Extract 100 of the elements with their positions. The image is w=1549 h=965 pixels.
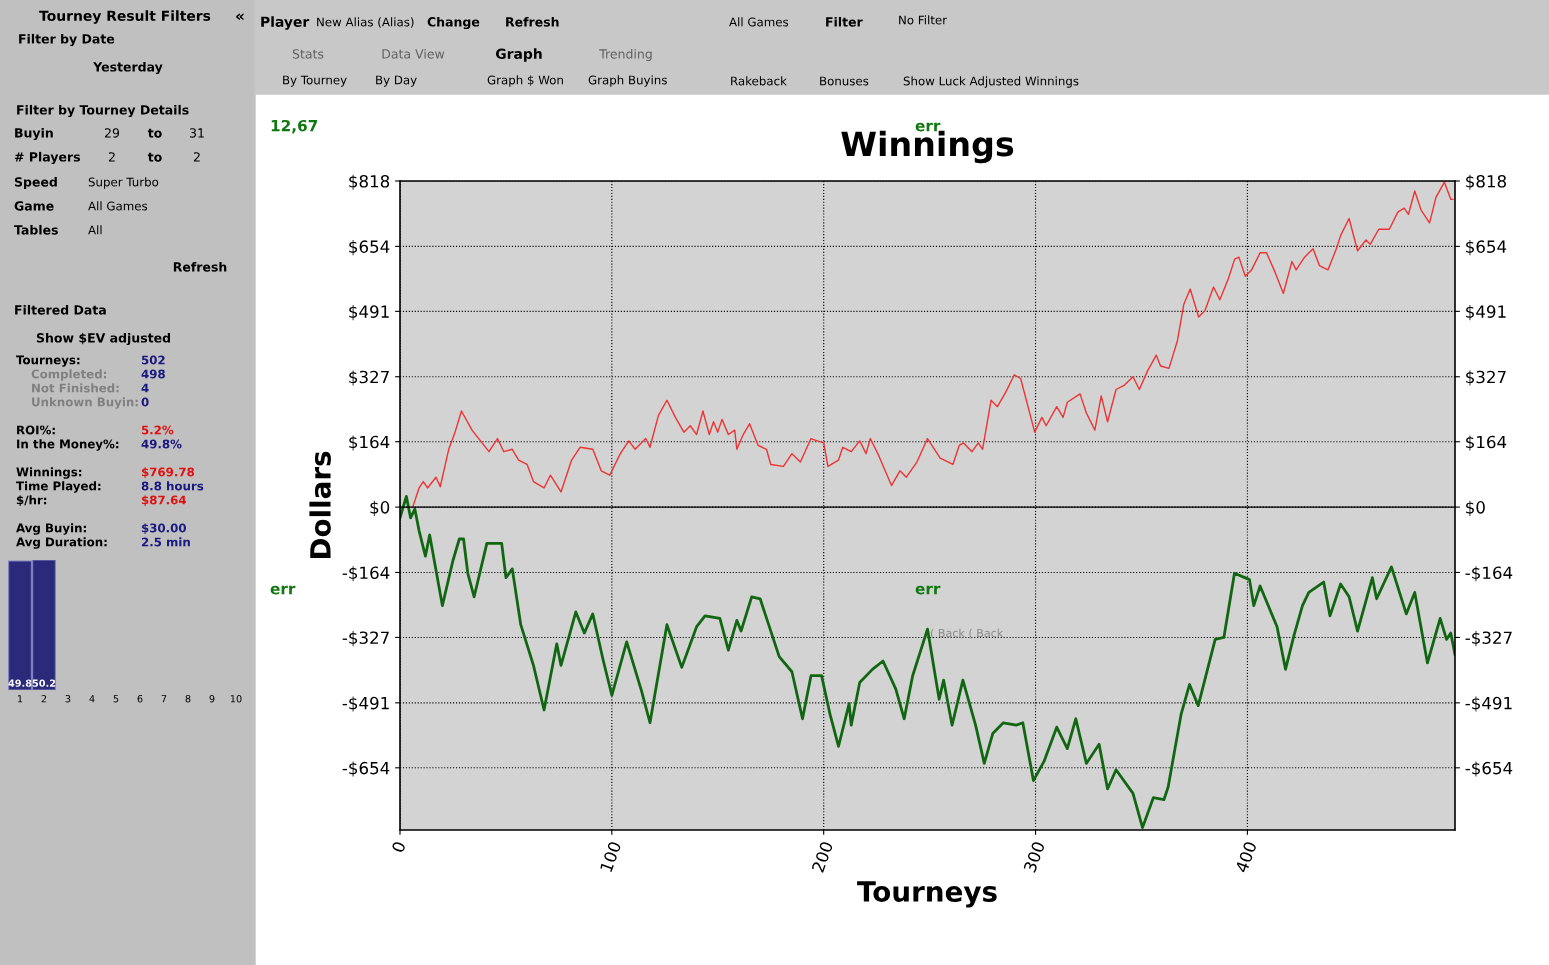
line-series (412, 181, 1454, 508)
chart-title: Winnings (841, 130, 1014, 164)
text: Graph (495, 48, 542, 62)
text: Tourney Result Filters (39, 10, 211, 24)
text: Graph Buyins (588, 75, 667, 87)
text: New Alias (Alias) (317, 17, 414, 28)
text: No Filter (899, 15, 948, 25)
text: Winnings: (16, 467, 82, 479)
text: err (915, 122, 941, 132)
y2-tick-label: $654 (1466, 240, 1507, 256)
text: Data View (382, 48, 445, 59)
y2-tick-label: -$164 (1465, 566, 1513, 582)
text: 31 (190, 128, 204, 138)
text: Filter by Tourney Details (17, 104, 189, 118)
x-axis-title: Tourneys (857, 881, 997, 908)
text: 498 (141, 369, 165, 379)
x-tick-label: 200 (811, 840, 834, 873)
text: Trending (599, 48, 652, 62)
text: Speed (14, 176, 57, 190)
text: Player (261, 16, 310, 30)
x-tick-label: 10 (230, 695, 242, 703)
x-tick-label: 6 (137, 695, 143, 703)
y-tick-label: -$654 (342, 761, 390, 777)
y2-tick-label: -$327 (1465, 631, 1512, 647)
text: 4 (141, 383, 149, 393)
text: 8.8 hours (141, 481, 204, 491)
text: 29 (104, 128, 120, 138)
text: Tables (14, 224, 58, 235)
text: $30.00 (141, 523, 186, 534)
text: Avg Duration: (16, 537, 107, 549)
text: 12,67 (271, 119, 318, 134)
y2-tick-label: $164 (1466, 435, 1507, 451)
x-tick-label: 300 (1023, 840, 1046, 873)
text: $769.78 (141, 467, 195, 478)
text: to (147, 152, 162, 162)
y-tick-label: $654 (349, 240, 390, 256)
x-tick-label: 1 (17, 695, 23, 703)
y2-tick-label: $491 (1466, 305, 1506, 321)
y-tick-label: $0 (370, 500, 390, 516)
x-tick-label: 8 (185, 695, 191, 703)
text: 0 (141, 397, 149, 407)
text: Graph $ Won (487, 75, 563, 87)
y2-tick-label: -$491 (1465, 696, 1512, 712)
x-tick-label: 9 (209, 695, 215, 703)
text: Not Finished: (32, 383, 119, 393)
y-tick-label: $818 (349, 174, 390, 190)
text: # Players (14, 151, 80, 165)
y-tick-label: $164 (349, 435, 390, 451)
text: Rakeback (731, 76, 787, 86)
y2-tick-label: $0 (1466, 500, 1485, 516)
y2-tick-label: $818 (1466, 174, 1506, 190)
text: Completed: (31, 369, 107, 381)
text: All (88, 225, 102, 235)
y-tick-label: -$164 (342, 566, 390, 582)
text: $/hr: (16, 495, 47, 506)
text: 5.2% (141, 425, 174, 435)
text: Refresh (506, 16, 559, 27)
text: Buyin (15, 127, 53, 141)
text: err (270, 585, 296, 595)
text: Show Luck Adjusted Winnings (903, 76, 1079, 88)
text: Filter by Date (19, 33, 115, 47)
data-label: 49.8 (8, 679, 32, 687)
text: 2.5 min (141, 537, 190, 547)
text: Filtered Data (15, 304, 106, 315)
text: Refresh (173, 261, 227, 272)
x-tick-label: 3 (65, 695, 71, 703)
text: ROI%: (17, 425, 55, 435)
text: Unknown Buyin: (32, 397, 138, 409)
y2-tick-label: -$654 (1465, 761, 1513, 777)
text: « (236, 13, 244, 21)
text: Time Played: (16, 481, 101, 493)
x-tick-label: 0 (391, 840, 406, 854)
text: 2 (108, 152, 115, 162)
text: Show $EV adjusted (36, 332, 171, 346)
text: Avg Buyin: (16, 523, 86, 535)
y-axis-title: Dollars (309, 451, 331, 559)
y-tick-label: -$327 (342, 631, 389, 647)
annotation: ( Back ( Back (930, 628, 1004, 639)
text: Super Turbo (88, 177, 159, 189)
text: $87.64 (141, 495, 187, 506)
x-tick-label: 400 (1234, 840, 1257, 874)
text: By Day (376, 75, 417, 87)
text: Yesterday (93, 61, 163, 75)
x-tick-label: 5 (113, 695, 119, 703)
text: Change (427, 16, 480, 30)
y-tick-label: $327 (349, 370, 389, 386)
text: 2 (193, 152, 200, 162)
text: By Tourney (283, 75, 347, 87)
text: Bonuses (820, 76, 869, 86)
text: 49.8% (141, 439, 182, 449)
text: All Games (88, 201, 148, 211)
data-label: 50.2 (32, 679, 56, 687)
y2-tick-label: $327 (1466, 370, 1506, 386)
x-tick-label: 4 (89, 695, 95, 703)
text: Tourneys: (16, 355, 80, 367)
annotation: err (915, 585, 941, 595)
text: All Games (729, 17, 789, 27)
text: 502 (141, 355, 165, 365)
x-tick-label: 7 (161, 695, 167, 703)
text: Filter (826, 16, 863, 27)
